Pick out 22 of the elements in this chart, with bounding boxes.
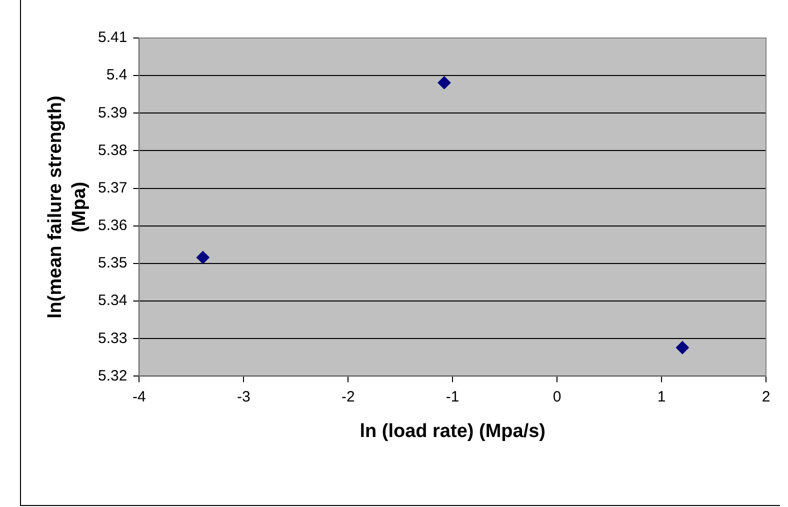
- x-tick-label: 1: [657, 388, 666, 406]
- point: [676, 341, 689, 354]
- y-tick-label: 5.37: [98, 179, 128, 196]
- x-tick-label: -3: [236, 388, 250, 406]
- y-tick-label: 5.38: [98, 142, 128, 159]
- x-tick-label: -4: [132, 388, 146, 406]
- point: [438, 76, 451, 90]
- y-tick-label: 5.34: [98, 292, 128, 310]
- x-tick-label: 0: [552, 388, 562, 406]
- x-tick-label: 2: [762, 388, 770, 406]
- y-tick-label: 5.41: [98, 29, 128, 46]
- y-tick-label: 5.4: [106, 66, 128, 84]
- y-tick-label: 5.39: [98, 104, 128, 122]
- y-tick-label: 5.33: [98, 330, 128, 347]
- y-axis-title: ln(mean failure strength) (Mpa): [45, 96, 90, 318]
- y-tick-label: 5.36: [98, 217, 128, 234]
- point: [196, 250, 210, 264]
- y-tick-label: 5.35: [98, 254, 128, 272]
- x-axis-title: ln (load rate) (Mpa/s): [360, 420, 546, 442]
- x-tick-label: -2: [341, 388, 355, 406]
- x-tick-label: -1: [446, 388, 460, 406]
- y-tick-label: 5.32: [98, 367, 128, 384]
